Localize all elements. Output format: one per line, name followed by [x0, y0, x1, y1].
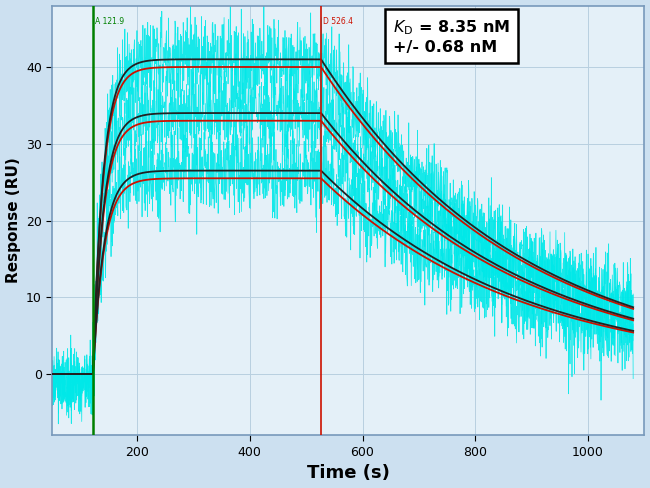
- Text: A 121.9: A 121.9: [95, 17, 124, 26]
- Text: D 526.4: D 526.4: [322, 17, 353, 26]
- X-axis label: Time (s): Time (s): [307, 465, 390, 483]
- Text: $K_\mathrm{D}$ = 8.35 nM
+/- 0.68 nM: $K_\mathrm{D}$ = 8.35 nM +/- 0.68 nM: [393, 19, 510, 55]
- Y-axis label: Response (RU): Response (RU): [6, 158, 21, 284]
